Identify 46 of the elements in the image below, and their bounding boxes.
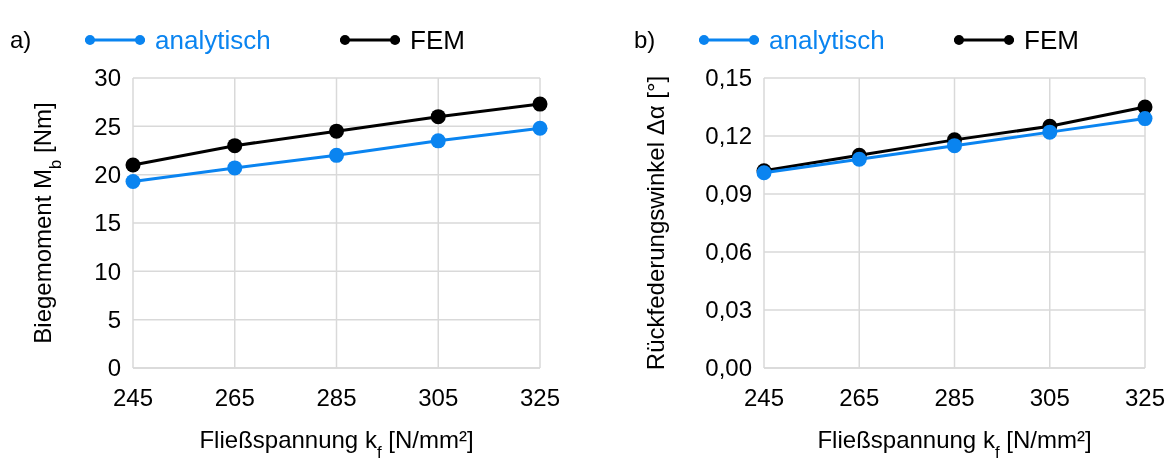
y-tick-label: 0 <box>107 354 121 382</box>
point <box>125 173 141 189</box>
point <box>532 96 548 112</box>
y-tick-label: 0,00 <box>705 354 752 382</box>
point <box>430 109 446 125</box>
point <box>947 138 962 154</box>
y-tick-label: 0,12 <box>705 122 752 150</box>
x-tick-label: 305 <box>418 384 459 411</box>
y-axis-title: Rückfederungswinkel Δα [°] <box>642 75 669 371</box>
y-tick-label: 25 <box>94 112 121 140</box>
y-tick-label: 15 <box>94 209 121 237</box>
y-tick-label: 5 <box>107 306 121 334</box>
x-tick-label: 285 <box>316 384 357 411</box>
x-axis-title: Fließspannung k$_{f}$ [N/mm²] <box>817 426 1092 462</box>
y-tick-label: 0,06 <box>705 238 752 266</box>
point <box>125 157 141 173</box>
y-tick-label: 30 <box>94 64 121 92</box>
x-tick-label: 325 <box>1124 384 1166 411</box>
point <box>329 147 344 163</box>
x-tick-label: 305 <box>1029 384 1070 411</box>
y-tick-label: 10 <box>94 257 121 285</box>
text: a) <box>10 26 32 53</box>
x-tick-label: 285 <box>934 384 975 411</box>
y-tick-label: 20 <box>94 161 121 189</box>
point <box>430 133 446 149</box>
x-tick-label: 265 <box>214 384 255 411</box>
point <box>1137 111 1153 127</box>
legend-label: FEM <box>410 25 465 55</box>
x-axis-title: Fließspannung k$_{f}$ [N/mm²] <box>199 426 474 462</box>
y-tick-label: 0,15 <box>705 64 752 92</box>
y-tick-label: 0,09 <box>705 180 752 208</box>
legend-label: analytisch <box>155 25 271 55</box>
x-tick-label: 265 <box>839 384 880 411</box>
x-tick-label: 245 <box>112 384 154 411</box>
legend-label: analytisch <box>769 25 885 55</box>
text: b) <box>634 26 656 53</box>
point <box>532 120 548 136</box>
point <box>851 151 867 167</box>
y-tick-label: 0,03 <box>705 296 752 324</box>
legend-label: FEM <box>1024 25 1079 55</box>
point <box>329 123 344 139</box>
x-tick-label: 325 <box>519 384 561 411</box>
x-tick-label: 245 <box>743 384 785 411</box>
point <box>227 138 243 154</box>
point <box>1042 124 1058 140</box>
point <box>227 160 243 176</box>
